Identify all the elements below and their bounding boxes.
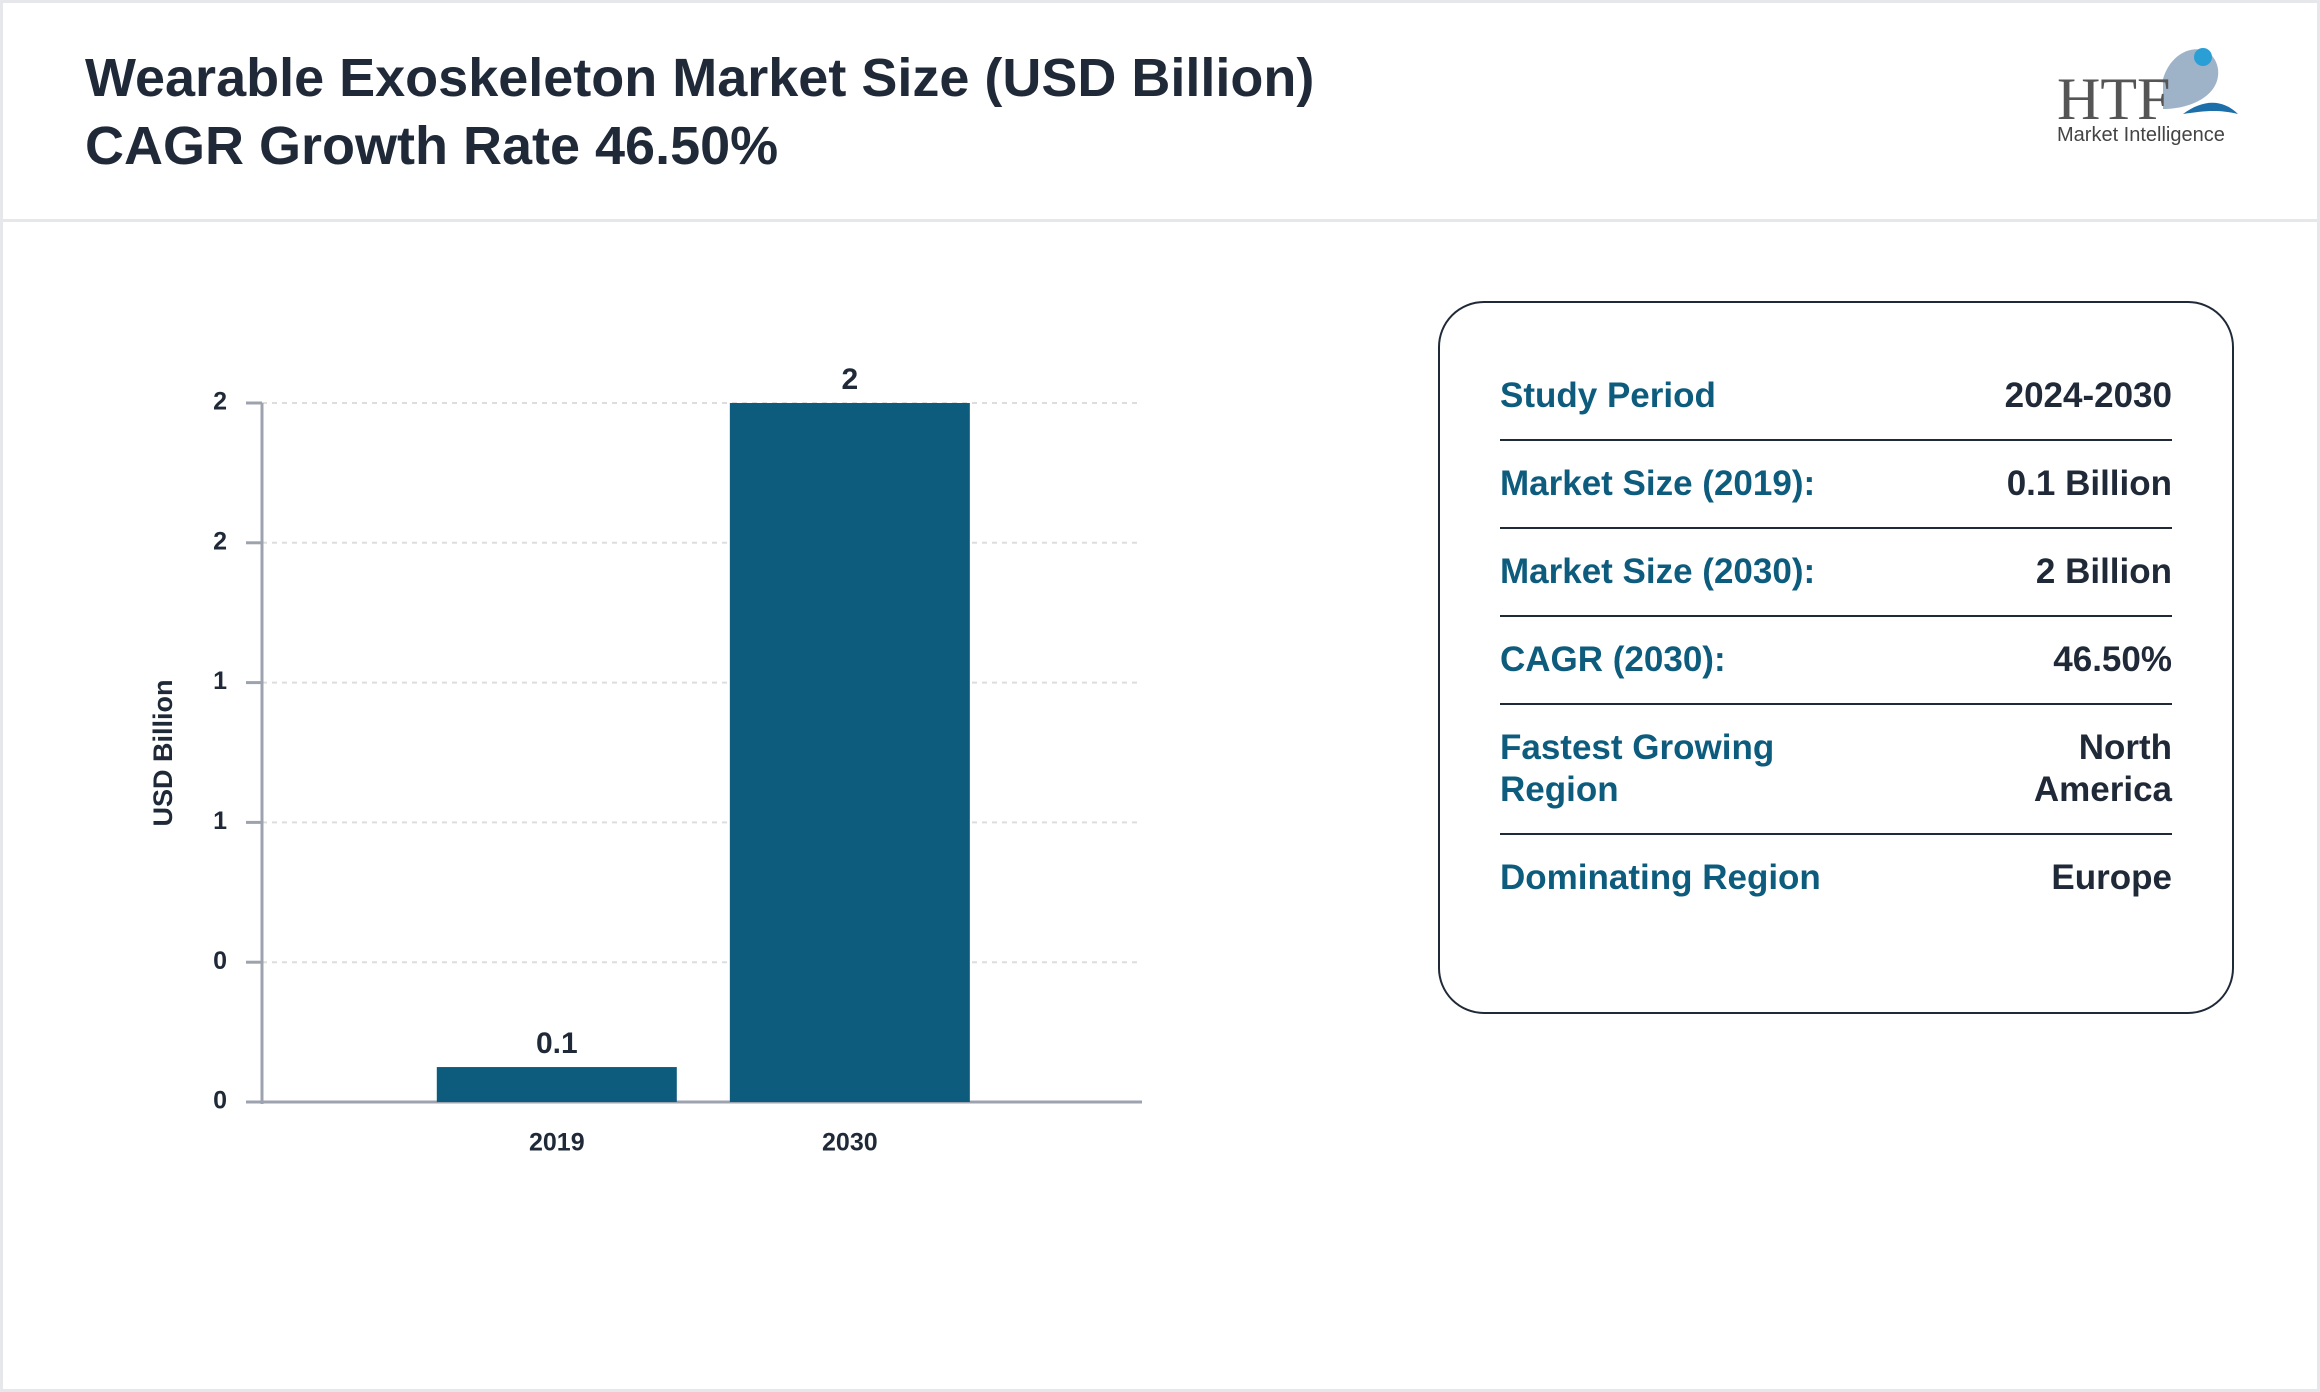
- info-value: 46.50%: [2053, 640, 2172, 679]
- y-tick-label: 0: [213, 1087, 227, 1115]
- info-value: 2 Billion: [2035, 552, 2172, 591]
- bar: [729, 403, 970, 1102]
- y-axis-label: USD Billion: [148, 680, 178, 827]
- x-tick-label: 2030: [822, 1129, 878, 1157]
- info-value: 2024-2030: [2004, 376, 2172, 415]
- info-label: Market Size (2019):: [1500, 464, 1816, 503]
- chart: USD Billion 0 0 1 1 2 2 2019 0.1 2030 2: [148, 363, 1142, 1157]
- info-row: Market Size (2019): 0.1 Billion: [1500, 441, 2172, 529]
- y-tick-label: 2: [213, 527, 227, 555]
- info-label: Fastest Growing Region: [1500, 728, 1775, 809]
- info-label: Study Period: [1500, 376, 1716, 415]
- info-box: Study Period 2024-2030 Market Size (2019):…: [1438, 301, 2234, 1014]
- info-row: Dominating Region Europe: [1500, 835, 2172, 921]
- info-row: Study Period 2024-2030: [1500, 353, 2172, 441]
- y-tick-label: 1: [213, 807, 227, 835]
- x-tick-label: 2019: [529, 1129, 585, 1157]
- chart-subtitle: CAGR Growth Rate 46.50%: [85, 116, 779, 176]
- y-tick-label: 0: [213, 947, 227, 975]
- info-row: CAGR (2030): 46.50%: [1500, 617, 2172, 705]
- logo-brand: HTF: [2057, 66, 2170, 132]
- logo-wave: [2183, 102, 2238, 114]
- info-label: Market Size (2030):: [1500, 552, 1816, 591]
- value-label: 2: [841, 363, 858, 396]
- value-label: 0.1: [536, 1027, 578, 1060]
- info-label: CAGR (2030):: [1500, 640, 1726, 679]
- info-row: Fastest Growing Region North America: [1500, 705, 2172, 835]
- logo: HTF Market Intelligence: [2057, 48, 2238, 146]
- info-value: Europe: [2051, 858, 2172, 897]
- chart-title: Wearable Exoskeleton Market Size (USD Bi…: [85, 48, 1315, 108]
- info-row: Market Size (2030): 2 Billion: [1500, 529, 2172, 617]
- info-value: North America: [2033, 728, 2172, 809]
- info-value: 0.1 Billion: [2006, 464, 2172, 503]
- logo-dot: [2194, 48, 2212, 66]
- header: Wearable Exoskeleton Market Size (USD Bi…: [3, 3, 2317, 222]
- info-label: Dominating Region: [1500, 858, 1821, 897]
- y-tick-label: 2: [213, 388, 227, 416]
- y-tick-label: 1: [213, 667, 227, 695]
- bar: [436, 1067, 677, 1102]
- logo-tagline: Market Intelligence: [2057, 124, 2225, 146]
